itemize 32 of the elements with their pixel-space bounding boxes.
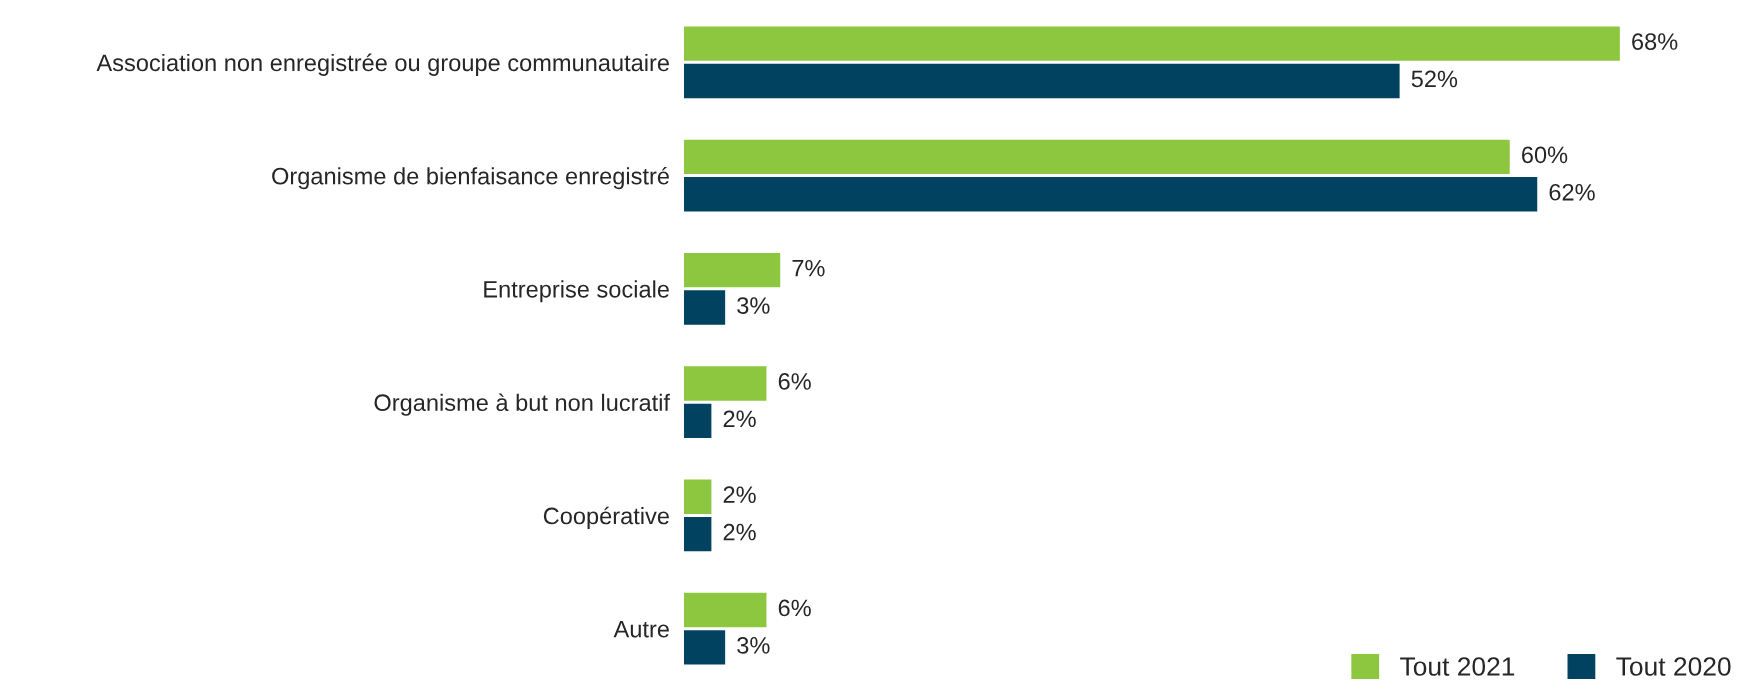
legend-label: Tout 2021 xyxy=(1400,657,1515,676)
y-tick-label: Organisme de bienfaisance enregistré xyxy=(272,166,669,190)
bar xyxy=(683,252,781,288)
data-label: 3% xyxy=(737,637,770,654)
bar xyxy=(683,630,726,665)
bar xyxy=(683,63,1400,99)
bar xyxy=(683,479,712,514)
data-label: 68% xyxy=(1632,33,1678,50)
bar xyxy=(683,366,767,401)
data-label: 2% xyxy=(723,410,756,428)
bar xyxy=(683,26,1620,61)
y-tick-label: Association non enregistrée ou groupe communautaire xyxy=(96,53,669,76)
bar xyxy=(683,403,712,439)
bar xyxy=(683,139,1510,175)
bar xyxy=(683,592,767,628)
y-tick-label: Organisme à but non lucratif xyxy=(374,393,671,416)
data-label: 7% xyxy=(792,259,825,277)
data-label: 62% xyxy=(1549,183,1595,201)
data-label: 6% xyxy=(778,599,811,617)
bar xyxy=(683,516,712,552)
legend-label: Tout 2020 xyxy=(1616,657,1731,676)
y-tick-label: Entreprise sociale xyxy=(484,280,669,303)
data-label: 6% xyxy=(778,373,811,390)
y-tick-label: Autre xyxy=(613,621,669,638)
data-label: 2% xyxy=(723,523,756,541)
bar xyxy=(683,177,1538,212)
data-label: 60% xyxy=(1522,146,1568,164)
data-label: 52% xyxy=(1411,70,1458,88)
data-label: 3% xyxy=(737,297,770,314)
y-tick-label: Coopérative xyxy=(543,506,669,530)
data-label: 2% xyxy=(723,486,756,503)
bar xyxy=(683,290,726,325)
